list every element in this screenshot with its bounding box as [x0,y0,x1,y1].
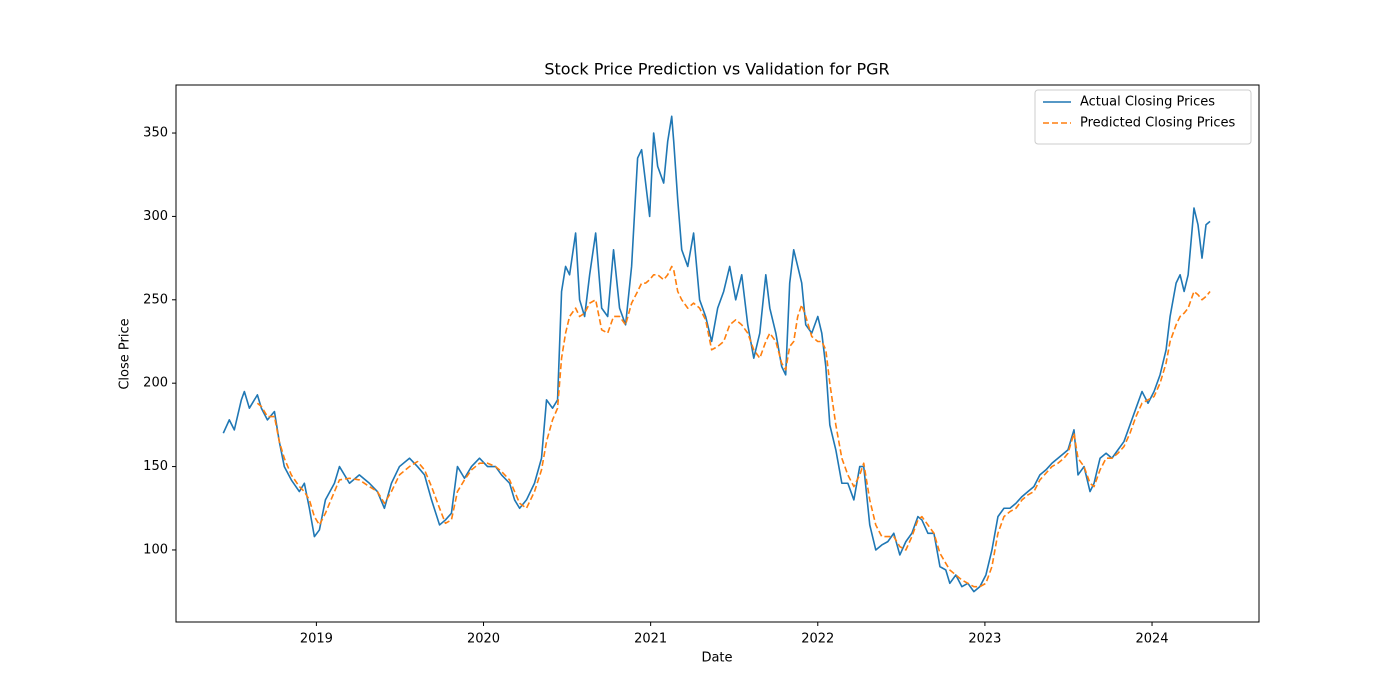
y-tick-label: 250 [143,292,168,307]
x-tick-label: 2024 [1135,632,1168,647]
x-axis-label: Date [701,651,732,666]
legend-label: Predicted Closing Prices [1080,116,1236,131]
y-axis-label: Close Price [118,318,133,389]
legend: Actual Closing Prices Predicted Closing P… [1034,89,1252,145]
x-tick-label: 2019 [300,632,333,647]
legend-box [1034,89,1252,145]
y-tick-label: 200 [143,376,168,391]
y-tick-label: 350 [143,126,168,141]
x-tick-label: 2022 [801,632,834,647]
y-tick-label: 150 [143,459,168,474]
plot-frame [175,84,1260,623]
x-tick-label: 2021 [634,632,667,647]
legend-label: Actual Closing Prices [1080,95,1215,110]
data-line [256,265,1211,588]
x-tick-label: 2020 [467,632,500,647]
chart-title: Stock Price Prediction vs Validation for… [544,60,889,79]
y-tick-label: 100 [143,542,168,557]
x-tick-label: 2023 [968,632,1001,647]
y-tick-label: 300 [143,209,168,224]
